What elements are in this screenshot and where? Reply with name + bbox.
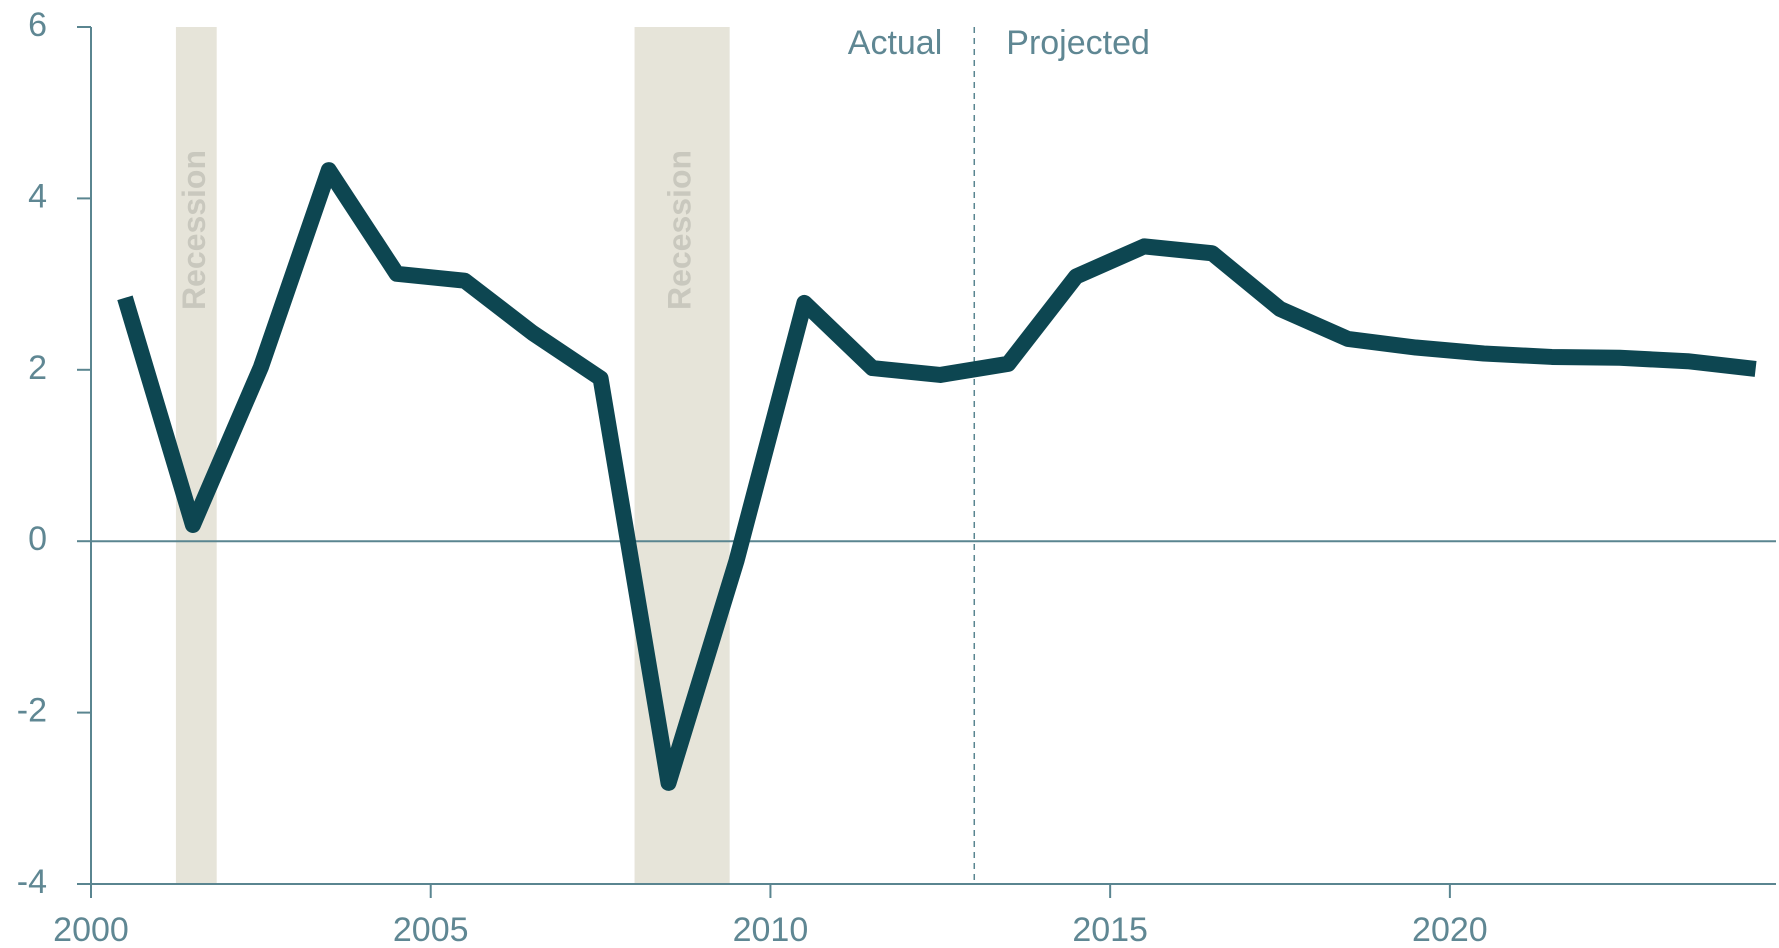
recession-band — [175, 27, 217, 884]
x-tick-label: 2010 — [733, 911, 809, 948]
x-tick-label: 2000 — [53, 911, 129, 948]
x-tick-label: 2020 — [1412, 911, 1488, 948]
y-tick-label: -4 — [17, 863, 47, 901]
recession-label: Recession — [176, 150, 212, 310]
y-tick-label: 4 — [28, 177, 47, 215]
actual-label: Actual — [848, 24, 943, 62]
x-tick-label: 2015 — [1072, 911, 1148, 948]
x-tick-label: 2005 — [393, 911, 469, 948]
recession-label: Recession — [662, 150, 698, 310]
data-line — [117, 162, 1757, 791]
projected-label: Projected — [1006, 24, 1150, 62]
y-tick-label: 2 — [28, 349, 47, 387]
y-tick-label: 0 — [28, 520, 47, 558]
y-tick-label: 6 — [28, 6, 47, 44]
y-tick-label: -2 — [17, 692, 47, 730]
